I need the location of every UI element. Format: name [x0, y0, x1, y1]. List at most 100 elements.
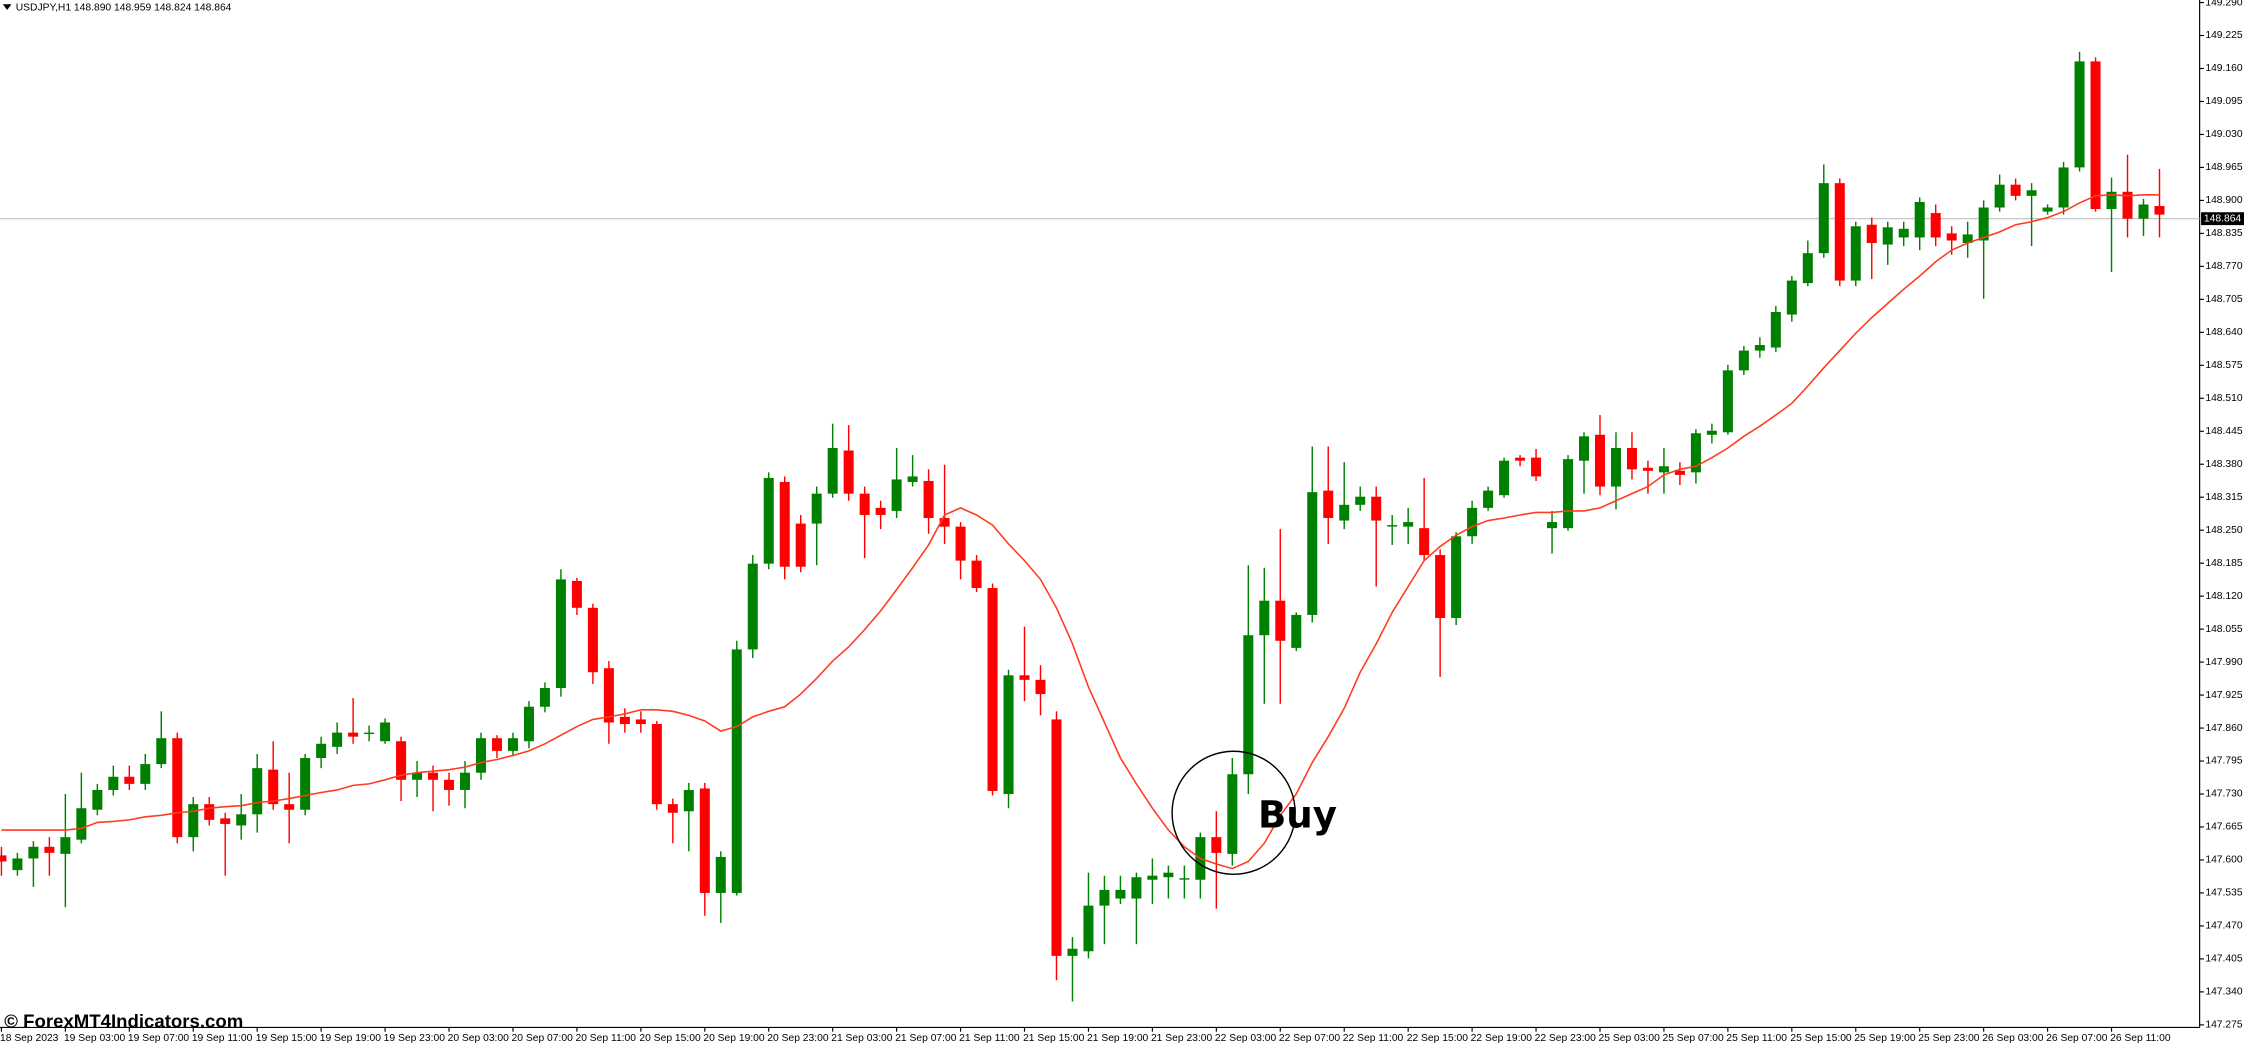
candle-body	[651, 723, 662, 805]
y-tick-label: 149.160	[2205, 63, 2242, 74]
buy-circle	[1171, 750, 1296, 876]
y-tick-label: 148.380	[2205, 459, 2242, 470]
x-tick-label: 25 Sep 23:00	[1918, 1033, 1980, 1044]
y-tick-label: 147.600	[2205, 855, 2242, 866]
candle-body	[1307, 492, 1318, 615]
candle-body	[859, 493, 870, 515]
x-tick-label: 20 Sep 07:00	[512, 1033, 574, 1044]
candle-body	[619, 716, 630, 724]
candle-body	[683, 789, 694, 812]
y-tick-label: 148.445	[2205, 426, 2242, 437]
x-tick-label: 19 Sep 11:00	[192, 1033, 253, 1044]
candle-body	[1914, 201, 1925, 238]
candle-body	[2026, 190, 2037, 196]
y-tick-label: 147.405	[2205, 954, 2242, 965]
candle-body	[811, 493, 822, 524]
candle-body	[284, 804, 295, 810]
candle-body	[1898, 228, 1909, 238]
candle-body	[156, 738, 167, 765]
symbol-menu-arrow[interactable]	[2, 4, 12, 11]
candle-body	[316, 743, 327, 758]
y-tick-label: 147.990	[2205, 657, 2242, 668]
candle-body	[1451, 536, 1462, 618]
x-tick-label: 19 Sep 19:00	[320, 1033, 382, 1044]
candle-body	[92, 789, 103, 810]
candle-body	[1099, 889, 1110, 906]
candle-body	[364, 732, 375, 735]
y-tick-label: 149.095	[2205, 96, 2242, 107]
x-tick-label: 21 Sep 15:00	[1023, 1033, 1085, 1044]
candle-body	[1563, 459, 1574, 529]
candle-body	[1371, 496, 1382, 521]
candle-body	[1978, 207, 1989, 241]
candle-body	[2106, 191, 2117, 210]
candle-body	[204, 804, 215, 820]
candle-body	[1355, 496, 1366, 505]
y-tick-label: 148.640	[2205, 327, 2242, 338]
candle-body	[1738, 350, 1749, 371]
candle-body	[428, 772, 439, 780]
candle-body	[827, 447, 838, 494]
x-tick-label: 20 Sep 03:00	[448, 1033, 510, 1044]
candle-body	[396, 741, 407, 780]
candle-body	[475, 738, 487, 773]
candle-body	[1403, 522, 1414, 527]
candle-body	[491, 738, 502, 751]
candle-body	[1722, 370, 1733, 433]
candle-body	[747, 563, 758, 650]
candle-body	[1163, 872, 1174, 878]
candle-body	[1658, 466, 1669, 473]
y-tick-label: 147.535	[2205, 888, 2242, 899]
candle-body	[2058, 167, 2069, 208]
candle-body	[380, 722, 391, 742]
candle-body	[1786, 280, 1797, 315]
x-tick-label: 22 Sep 07:00	[1279, 1033, 1341, 1044]
candle-body	[2138, 204, 2149, 219]
candle-body	[1339, 504, 1350, 521]
candle-body	[172, 738, 183, 838]
candle-body	[1754, 345, 1765, 351]
candle-body	[955, 526, 966, 561]
candle-body	[1211, 837, 1222, 853]
candle-body	[60, 837, 71, 854]
candle-body	[987, 588, 998, 791]
candle-body	[715, 856, 726, 893]
x-tick-label: 22 Sep 23:00	[1535, 1033, 1597, 1044]
candle-body	[12, 858, 23, 871]
candle-body	[1467, 507, 1478, 537]
candle-body	[1067, 948, 1078, 956]
candle-body	[1818, 183, 1829, 254]
y-tick-label: 147.340	[2205, 987, 2242, 998]
y-tick-label: 149.030	[2205, 129, 2242, 140]
candle-body	[1547, 522, 1558, 529]
candle-body	[971, 560, 982, 589]
x-tick-label: 21 Sep 03:00	[831, 1033, 893, 1044]
x-tick-label: 25 Sep 11:00	[1726, 1033, 1787, 1044]
candle-body	[1275, 600, 1286, 641]
candle-body	[763, 477, 774, 564]
candle-body	[1531, 457, 1542, 477]
candle-body	[1323, 490, 1334, 519]
candle-body	[1594, 434, 1606, 487]
candle-body	[1515, 457, 1526, 461]
candle-body	[348, 732, 359, 737]
y-tick-label: 149.290	[2205, 0, 2242, 8]
y-tick-label: 148.120	[2205, 591, 2242, 602]
candle-body	[539, 687, 550, 707]
y-tick-label: 148.900	[2205, 195, 2242, 206]
candle-body	[891, 479, 902, 511]
y-tick-label: 148.315	[2205, 492, 2242, 503]
x-tick-label: 25 Sep 19:00	[1854, 1033, 1916, 1044]
x-tick-label: 26 Sep 11:00	[2110, 1033, 2171, 1044]
x-tick-label: 19 Sep 07:00	[128, 1033, 190, 1044]
x-tick-label: 19 Sep 15:00	[256, 1033, 318, 1044]
candle-body	[300, 757, 311, 810]
candle-body	[571, 580, 582, 608]
current-price-box	[2201, 212, 2244, 226]
y-tick-label: 147.860	[2205, 723, 2242, 734]
candle-body	[1866, 224, 1877, 244]
candle-body	[1642, 467, 1653, 471]
